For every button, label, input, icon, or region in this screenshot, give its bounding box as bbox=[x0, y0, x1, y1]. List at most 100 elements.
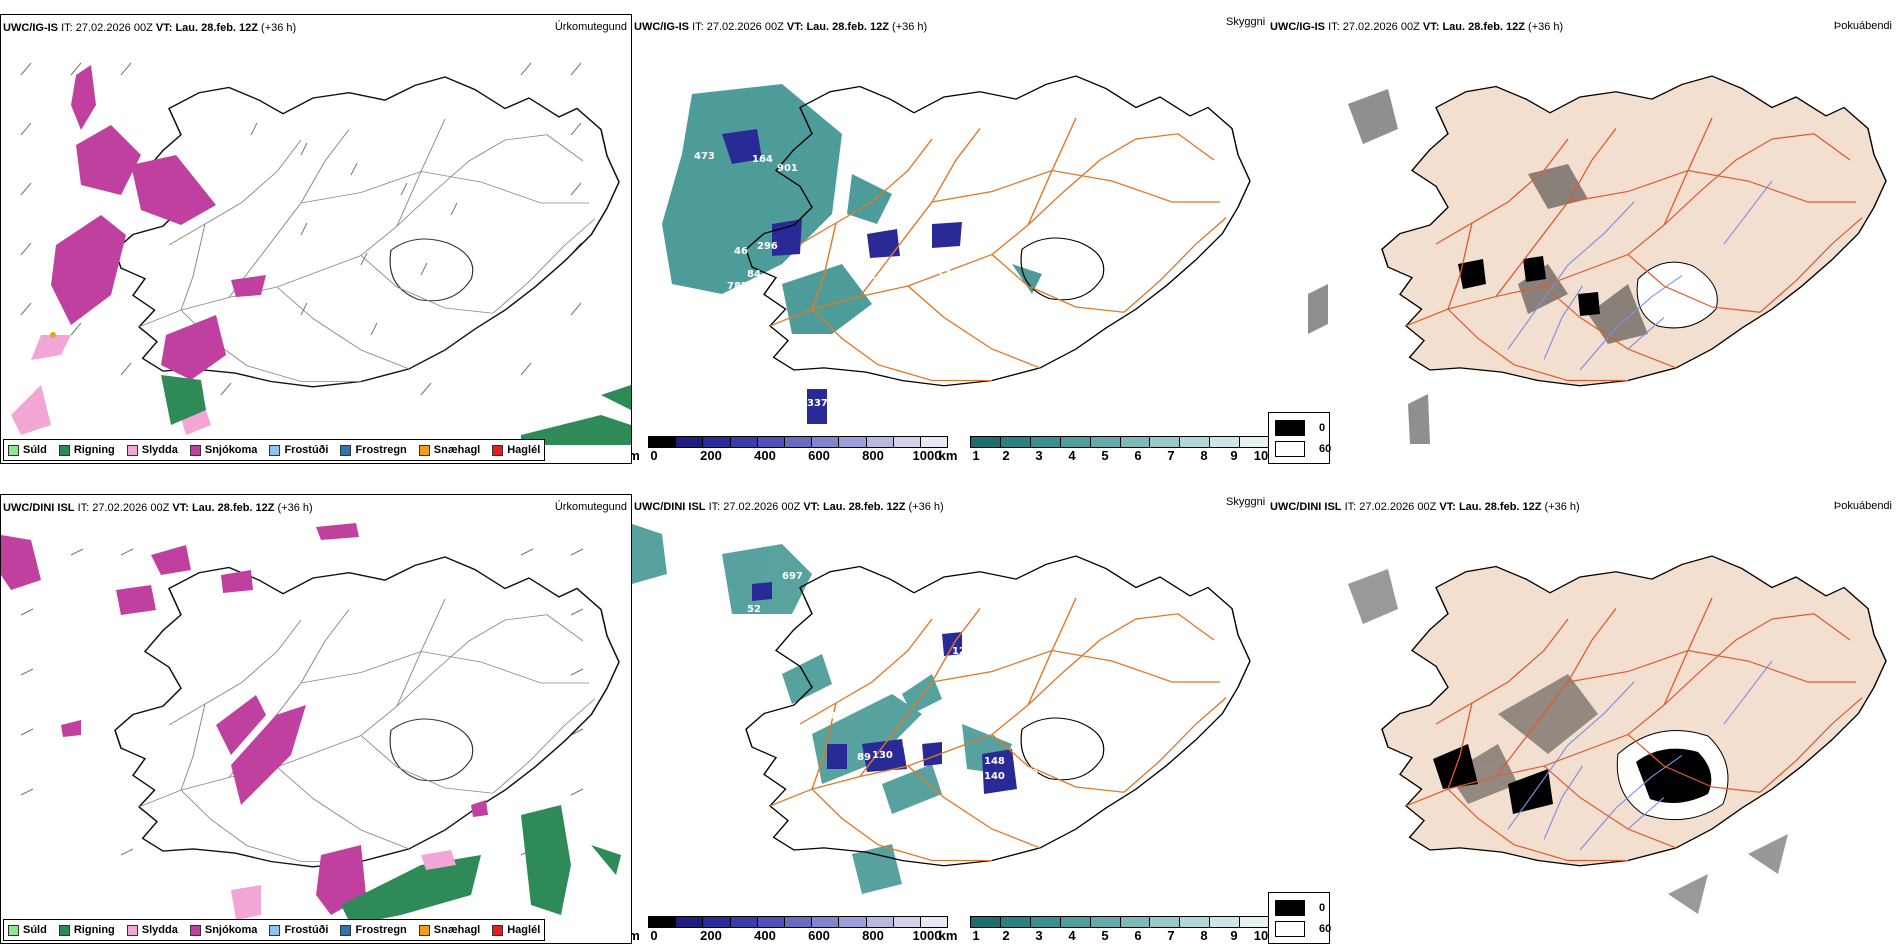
visibility-map: 473 164 901 296 46 84 782 538 245 17 337… bbox=[662, 75, 1251, 424]
colorbar-tick: 4 bbox=[1068, 448, 1076, 463]
colorbar-tick: 1000 bbox=[912, 928, 942, 943]
colorbar-tick: 7 bbox=[1167, 448, 1175, 463]
colorbar-unit: km bbox=[938, 928, 958, 943]
fog-key-swatch bbox=[1275, 420, 1305, 436]
colorbar-tick: 4 bbox=[1068, 928, 1076, 943]
panel-header: UWC/IG-IS IT: 27.02.2026 00Z VT: Lau. 28… bbox=[3, 22, 297, 34]
colorbar-tick: 200 bbox=[700, 928, 722, 943]
colorbar-tick: 1000 bbox=[912, 448, 942, 463]
legend-item: Rigning bbox=[58, 924, 115, 936]
panel-header: UWC/IG-IS IT: 27.02.2026 00Z VT: Lau. 28… bbox=[634, 21, 928, 33]
legend-swatch bbox=[58, 444, 70, 456]
fog-indicator-panel-row1: UWC/IG-IS IT: 27.02.2026 00Z VT: Lau. 28… bbox=[1268, 14, 1900, 464]
panel-header: UWC/IG-IS IT: 27.02.2026 00Z VT: Lau. 28… bbox=[1270, 21, 1564, 33]
colorbar-tick: 800 bbox=[862, 928, 884, 943]
legend-item: Snæhagl bbox=[418, 924, 480, 936]
visibility-value-label: 697 bbox=[782, 571, 803, 582]
panel-header: UWC/DINI ISL IT: 27.02.2026 00Z VT: Lau.… bbox=[3, 502, 313, 514]
legend-item: Súld bbox=[8, 444, 47, 456]
colorbar-tick: 2 bbox=[1002, 928, 1010, 943]
legend-item: Frostúði bbox=[269, 924, 328, 936]
panel-title: Skyggni bbox=[1226, 16, 1266, 28]
fog-key-swatch bbox=[1275, 921, 1305, 937]
legend-item: Slydda bbox=[126, 444, 178, 456]
colorbar-tick: 6 bbox=[1134, 448, 1142, 463]
visibility-value-label: 337 bbox=[807, 398, 828, 409]
visibility-value-label: 513 bbox=[765, 617, 786, 628]
colorbar-tick: 10 bbox=[1253, 448, 1269, 463]
legend-swatch bbox=[8, 924, 19, 936]
visibility-value-label: 89 bbox=[857, 752, 871, 763]
visibility-value-label: 443 bbox=[822, 711, 843, 722]
legend-swatch bbox=[8, 444, 19, 456]
visibility-value-label: 224 bbox=[902, 738, 923, 749]
visibility-value-label: 140 bbox=[984, 771, 1005, 782]
legend-swatch bbox=[58, 924, 70, 936]
panel-title: Þokuábendi bbox=[1833, 20, 1892, 32]
visibility-panel-row1: UWC/IG-IS IT: 27.02.2026 00Z VT: Lau. 28… bbox=[632, 14, 1272, 464]
visibility-colorbar: km 1 2 3 4 5 6 7 8 9 10 bbox=[939, 916, 1270, 943]
colorbar-tick: 9 bbox=[1230, 928, 1238, 943]
panel-header: UWC/DINI ISL IT: 27.02.2026 00Z VT: Lau.… bbox=[634, 501, 944, 513]
colorbar-unit: m bbox=[632, 928, 640, 943]
fog-indicator-panel-row2: UWC/DINI ISL IT: 27.02.2026 00Z VT: Lau.… bbox=[1268, 494, 1900, 944]
colorbar-tick: 600 bbox=[808, 448, 830, 463]
visibility-value-label: 245 bbox=[872, 276, 893, 287]
fog-key-row1: 0 60 bbox=[1268, 412, 1331, 464]
colorbar-tick: 600 bbox=[808, 928, 830, 943]
fog-key-swatch bbox=[1275, 900, 1305, 916]
panel-header: UWC/DINI ISL IT: 27.02.2026 00Z VT: Lau.… bbox=[1270, 501, 1580, 513]
colorbar-tick: 3 bbox=[1035, 448, 1043, 463]
legend-swatch bbox=[340, 444, 352, 456]
legend-swatch bbox=[269, 444, 281, 456]
legend-item: Haglél bbox=[492, 924, 540, 936]
legend-item: Snjókoma bbox=[189, 444, 257, 456]
visibility-value-label: 17 bbox=[937, 269, 951, 280]
legend-swatch bbox=[492, 924, 504, 936]
visibility-value-label: 296 bbox=[757, 241, 778, 252]
visibility-value-label: 12 bbox=[952, 646, 966, 657]
precip-type-map bbox=[1, 523, 621, 925]
colorbar-tick: 8 bbox=[1200, 448, 1208, 463]
colorbar-tick: 3 bbox=[1035, 928, 1043, 943]
precip-type-map bbox=[11, 62, 631, 445]
panel-title: Úrkomutegund bbox=[554, 501, 627, 513]
legend-swatch bbox=[189, 444, 201, 456]
fog-key-swatch bbox=[1275, 441, 1305, 457]
legend-item: Rigning bbox=[58, 444, 115, 456]
visibility-value-label: 84 bbox=[747, 269, 761, 280]
colorbar-tick: 400 bbox=[754, 928, 776, 943]
fog-map bbox=[1348, 555, 1887, 914]
colorbar-tick: 7 bbox=[1167, 928, 1175, 943]
visibility-value-label: 14 bbox=[1032, 796, 1046, 807]
precip-legend: Súld Rigning Slydda Snjókoma Frostúði Fr… bbox=[3, 439, 546, 461]
colorbar-tick: 9 bbox=[1230, 448, 1238, 463]
visibility-panel-row2: UWC/DINI ISL IT: 27.02.2026 00Z VT: Lau.… bbox=[632, 494, 1272, 944]
legend-item: Snjókoma bbox=[189, 924, 257, 936]
colorbar-unit: m bbox=[632, 448, 640, 463]
visibility-value-label: 38 bbox=[942, 874, 956, 885]
visibility-value-label: 98 bbox=[942, 738, 956, 749]
colorbar-tick: 0 bbox=[650, 928, 658, 943]
visibility-map: 697 52 513 443 12 130 224 98 89 148 140 … bbox=[632, 524, 1251, 894]
cloud-base-colorbar: m 0 200 400 600 800 1000 bbox=[632, 916, 948, 943]
legend-swatch bbox=[492, 444, 504, 456]
panel-title: Úrkomutegund bbox=[554, 21, 627, 33]
visibility-value-label: 130 bbox=[872, 750, 893, 761]
legend-item: Frostregn bbox=[340, 444, 407, 456]
visibility-value-label: 150 bbox=[1017, 768, 1038, 779]
visibility-value-label: 473 bbox=[694, 151, 715, 162]
visibility-value-label: 164 bbox=[752, 154, 773, 165]
visibility-value-label: 782 bbox=[727, 281, 748, 292]
legend-swatch bbox=[126, 444, 138, 456]
visibility-value-label: 148 bbox=[984, 756, 1005, 767]
colorbar-tick: 6 bbox=[1134, 928, 1142, 943]
legend-item: Slydda bbox=[126, 924, 178, 936]
legend-swatch bbox=[126, 924, 138, 936]
colorbar-tick: 10 bbox=[1253, 928, 1269, 943]
legend-swatch bbox=[340, 924, 352, 936]
colorbar-tick: 0 bbox=[650, 448, 658, 463]
legend-swatch bbox=[269, 924, 281, 936]
fog-map bbox=[1308, 75, 1887, 444]
visibility-value-label: 538 bbox=[707, 301, 728, 312]
